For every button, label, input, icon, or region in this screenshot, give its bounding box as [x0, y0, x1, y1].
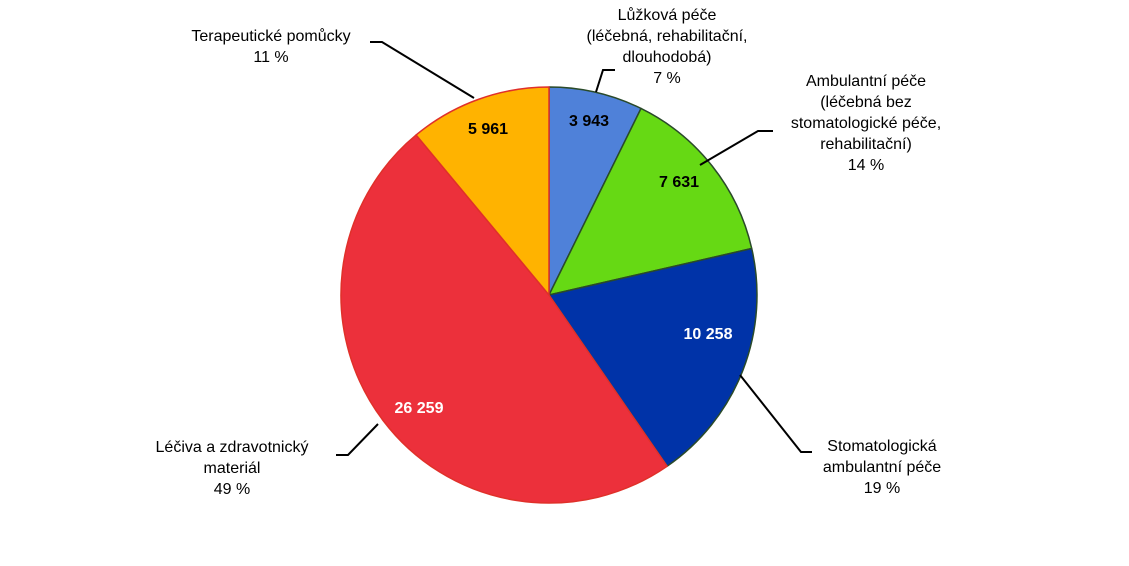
- slice-label-line: rehabilitační): [820, 136, 912, 153]
- slice-label-line: Stomatologická: [827, 438, 936, 455]
- leader-line: [370, 41, 475, 99]
- slice-percent-label: 49 %: [214, 481, 250, 498]
- slice-percent-label: 14 %: [848, 157, 884, 174]
- slice-category-label: Léčiva a zdravotnický materiál 49 %: [156, 439, 309, 498]
- slice-value-label: 3 943: [569, 113, 609, 130]
- slice-label-line: Ambulantní péče: [806, 73, 926, 90]
- slice-percent-label: 11 %: [253, 49, 288, 66]
- leader-line: [336, 423, 379, 456]
- slice-value-label: 26 259: [395, 400, 444, 417]
- slice-percent-label: 7 %: [653, 70, 681, 87]
- slice-label-line: Léčiva a zdravotnický: [156, 439, 309, 456]
- leader-line: [699, 130, 773, 166]
- slice-label-line: (léčebná bez: [820, 94, 912, 111]
- slice-label-line: materiál: [204, 460, 261, 477]
- slice-percent-label: 19 %: [864, 480, 900, 497]
- slice-label-line: dlouhodobá): [623, 49, 712, 66]
- slice-label-line: stomatologické péče,: [791, 115, 941, 132]
- pie-slice: [340, 134, 668, 504]
- slice-value-label: 7 631: [659, 174, 699, 191]
- slice-label-line: (léčebná, rehabilitační,: [587, 28, 748, 45]
- pie-slice: [548, 247, 758, 467]
- slice-category-label: Terapeutické pomůcky 11 %: [191, 27, 350, 66]
- slice-value-label: 5 961: [468, 121, 508, 138]
- slice-category-label: Lůžková péče (léčebná, rehabilitační, dlou…: [587, 6, 748, 87]
- slice-category-label: Ambulantní péče (léčebná bez stomatologick…: [791, 73, 941, 174]
- slice-value-label: 10 258: [684, 326, 733, 343]
- leader-line: [739, 374, 812, 453]
- slice-label-line: Terapeutické pomůcky: [191, 27, 350, 45]
- slice-category-label: Stomatologická ambulantní péče 19 %: [823, 438, 941, 497]
- leader-line: [595, 69, 615, 93]
- pie-slice: [415, 86, 550, 296]
- slice-label-line: ambulantní péče: [823, 459, 941, 476]
- slice-label-line: Lůžková péče: [618, 6, 717, 24]
- pie-slice: [548, 107, 753, 296]
